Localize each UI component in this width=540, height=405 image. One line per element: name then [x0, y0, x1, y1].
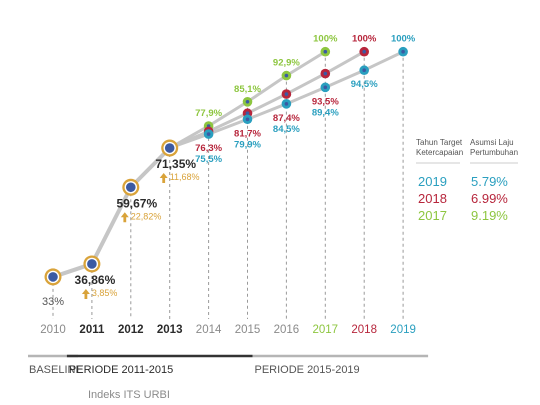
x-tick-2011: 2011: [79, 324, 105, 336]
history-marker-core-2013: [164, 143, 175, 153]
history-marker-core-2012: [126, 182, 136, 193]
legend-target-2019: 2019: [418, 174, 447, 189]
dashed-guides: [52, 57, 404, 319]
x-tick-2015: 2015: [235, 324, 261, 336]
x-tick-2010: 2010: [40, 324, 66, 336]
history-marker-core-2010: [48, 272, 58, 282]
legend-rate-2017: 9.19%: [471, 208, 508, 223]
label-2018-2017: 93,5%: [312, 96, 339, 107]
point-core-2019-2018: [362, 68, 367, 73]
legend-rate-2019: 5.79%: [471, 174, 508, 189]
data-points: [44, 46, 408, 286]
label-2017-2016: 92,9%: [273, 58, 300, 69]
period-label-1: PERIODE 2011-2015: [69, 364, 173, 376]
label-2017-2014: 77,9%: [195, 108, 222, 119]
x-axis: 2010 2011 2012 2013 2014 2015 2016 2017 2018 2019: [40, 324, 416, 336]
point-core-2017-2015: [245, 100, 250, 104]
label-2018-2015: 81,7%: [234, 128, 261, 139]
label-2017-2017: 100%: [313, 34, 338, 45]
growth-label-2013: 11,68%: [170, 172, 200, 182]
history-line: [51, 146, 172, 279]
label-2018-2016: 87,4%: [273, 113, 300, 124]
point-core-2017-2016: [284, 73, 289, 78]
chart-caption: Indeks ITS URBI: [88, 389, 170, 401]
projection-line-2018: [168, 50, 366, 150]
x-tick-2014: 2014: [196, 324, 222, 336]
legend-rate-2018: 6.99%: [471, 191, 508, 206]
point-core-2019-2014: [206, 132, 211, 136]
growth-label-2011: 3,85%: [92, 288, 118, 298]
label-2019-2019: 100%: [391, 34, 416, 45]
point-core-2017-2017: [323, 49, 328, 54]
legend: Tahun Target Ketercapaian Asumsi Laju Pertu…: [416, 138, 518, 223]
growth-arrow-2013: [159, 173, 168, 184]
label-2017-2015: 85,1%: [234, 84, 261, 95]
history-label-2010: 33%: [42, 296, 64, 308]
growth-arrow-2012: [120, 212, 129, 223]
data-labels: 33% 36,86%3,85% 59,67%22,82% 71,35%11,68% 77…: [42, 34, 416, 308]
x-tick-2016: 2016: [274, 324, 300, 336]
point-core-2018-2015: [245, 111, 250, 116]
point-core-2018-2017: [323, 71, 328, 76]
point-core-2019-2017: [323, 85, 328, 90]
label-2018-2018: 100%: [352, 34, 377, 45]
period-label-0: BASELINE: [29, 364, 83, 376]
point-core-2019-2016: [284, 102, 289, 106]
growth-arrow-2011: [81, 288, 90, 299]
period-label-2: PERIODE 2015-2019: [255, 364, 360, 376]
point-core-2019-2019: [401, 49, 405, 54]
x-tick-2017: 2017: [313, 324, 339, 336]
label-2018-2014: 76,3%: [195, 143, 222, 154]
x-tick-2019: 2019: [390, 324, 416, 336]
legend-header-rate: Asumsi Laju Pertumbuhan: [470, 138, 518, 157]
history-label-2013: 71,35%: [155, 157, 196, 171]
legend-target-2018: 2018: [418, 191, 447, 206]
history-marker-core-2011: [87, 259, 97, 269]
label-2019-2018: 94,5%: [351, 79, 378, 90]
history-label-2012: 59,67%: [116, 196, 157, 210]
history-label-2011: 36,86%: [75, 273, 116, 287]
label-2019-2014: 75,5%: [195, 154, 222, 165]
label-2019-2017: 89,4%: [312, 107, 339, 118]
point-core-2019-2015: [245, 117, 250, 122]
point-core-2018-2018: [362, 49, 367, 54]
x-tick-2018: 2018: [351, 324, 377, 336]
growth-label-2012: 22,82%: [131, 211, 162, 221]
label-2019-2015: 79,9%: [234, 139, 261, 150]
x-tick-2013: 2013: [157, 324, 183, 336]
legend-target-2017: 2017: [418, 208, 447, 223]
x-tick-2012: 2012: [118, 324, 144, 336]
legend-header-target: Tahun Target Ketercapaian: [416, 138, 463, 157]
label-2019-2016: 84,5%: [273, 124, 300, 135]
point-core-2018-2016: [284, 92, 289, 96]
